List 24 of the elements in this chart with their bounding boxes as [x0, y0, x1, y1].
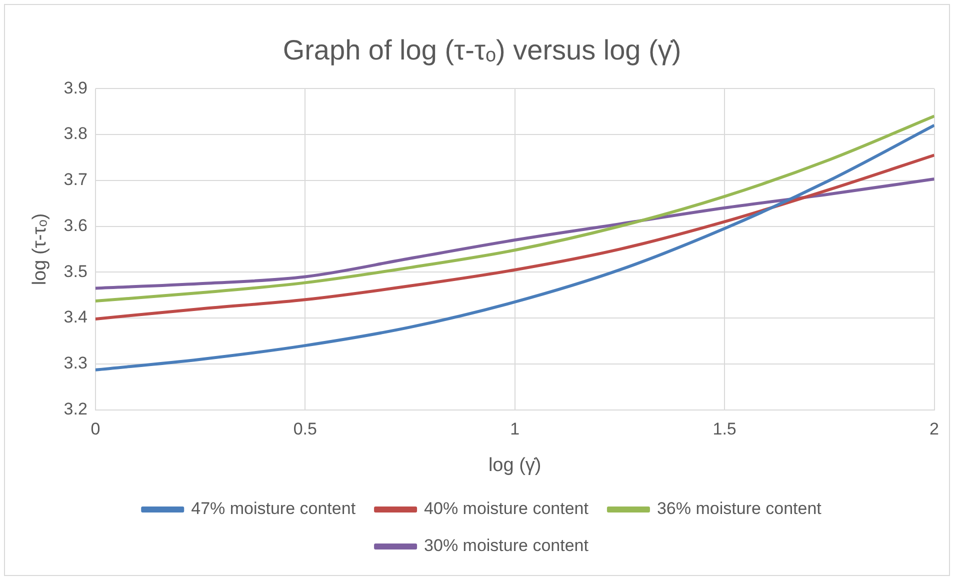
legend-label: 36% moisture content	[656, 499, 822, 518]
x-tick-label: 2	[930, 420, 940, 439]
legend-label: 30% moisture content	[424, 536, 589, 556]
y-tick-label: 3.8	[64, 124, 88, 144]
x-tick-label: 1	[510, 420, 520, 439]
line-series	[95, 154, 934, 320]
legend-label: 40% moisture content	[424, 499, 589, 518]
line-series	[95, 177, 934, 290]
line-series	[95, 124, 934, 372]
y-tick-label: 3.3	[64, 354, 88, 373]
y-axis-title: log (τ-τₒ)	[30, 213, 51, 286]
y-tick-label: 3.4	[64, 308, 88, 327]
y-tick-label: 3.9	[64, 78, 88, 98]
x-axis-title: log (γ̇)	[488, 454, 542, 476]
y-tick-label: 3.6	[64, 216, 88, 235]
x-tick-label: 1.5	[712, 420, 736, 439]
legend-label: 47% moisture content	[191, 499, 356, 518]
chart-title: Graph of log (τ-τₒ) versus log (γ̇)	[282, 34, 682, 66]
y-tick-label: 3.5	[64, 262, 88, 281]
y-tick-label: 3.7	[64, 170, 88, 190]
y-tick-label: 3.2	[64, 399, 88, 418]
line-series	[95, 114, 934, 303]
x-tick-label: 0.5	[293, 420, 317, 439]
x-tick-label: 0	[90, 420, 100, 439]
